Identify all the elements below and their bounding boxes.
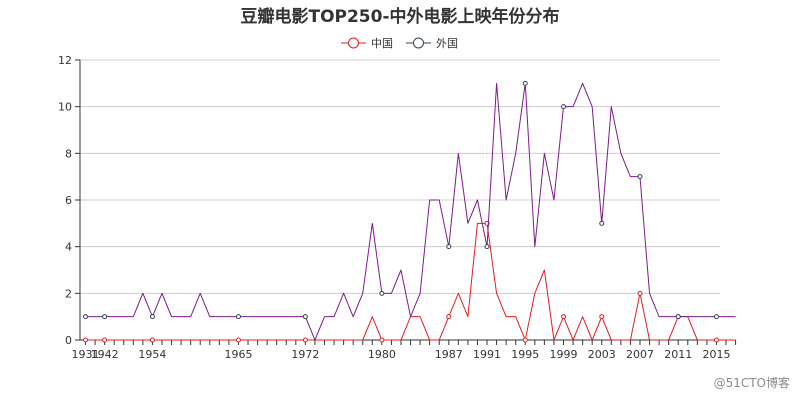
data-point-china bbox=[149, 337, 155, 343]
data-point-china bbox=[522, 337, 528, 343]
y-tick-label: 12 bbox=[58, 54, 72, 67]
x-tick-label: 2007 bbox=[626, 348, 654, 361]
data-point-foreign bbox=[522, 80, 528, 86]
data-point-china bbox=[83, 337, 88, 343]
x-tick-label: 1995 bbox=[511, 348, 539, 361]
y-gridlines bbox=[80, 59, 720, 294]
x-tick-label: 2015 bbox=[702, 348, 730, 361]
data-point-foreign bbox=[379, 290, 385, 296]
data-point-china bbox=[235, 337, 241, 343]
x-tick-label: 1987 bbox=[435, 348, 463, 361]
series-line-foreign bbox=[85, 82, 736, 341]
legend-marker-foreign bbox=[413, 37, 424, 49]
data-point-foreign bbox=[149, 314, 155, 320]
x-tick-label: 1931 bbox=[72, 348, 100, 361]
data-point-china bbox=[446, 314, 452, 320]
data-point-china bbox=[302, 337, 308, 343]
data-point-foreign bbox=[446, 244, 452, 250]
legend[interactable]: 中国 外国 bbox=[341, 37, 458, 50]
series-line-china bbox=[85, 222, 736, 341]
x-tick-label: 2003 bbox=[588, 348, 616, 361]
x-tick-label: 1942 bbox=[91, 348, 119, 361]
data-point-china bbox=[637, 290, 643, 296]
x-tick-label: 1972 bbox=[291, 348, 319, 361]
legend-marker-china bbox=[348, 37, 359, 49]
data-point-foreign bbox=[83, 314, 88, 320]
data-point-china bbox=[379, 337, 385, 343]
legend-label-china: 中国 bbox=[371, 37, 393, 50]
data-point-foreign bbox=[102, 314, 108, 320]
data-point-china bbox=[599, 314, 605, 320]
legend-item-china[interactable]: 中国 bbox=[341, 37, 393, 50]
y-tick-label: 4 bbox=[65, 241, 72, 254]
y-tick-label: 10 bbox=[58, 101, 72, 114]
y-tick-label: 6 bbox=[65, 194, 72, 207]
x-tick-label: 1965 bbox=[224, 348, 252, 361]
y-tick-label: 0 bbox=[65, 334, 72, 347]
legend-item-foreign[interactable]: 外国 bbox=[406, 37, 458, 50]
data-point-china bbox=[561, 314, 566, 320]
data-point-foreign bbox=[484, 244, 490, 250]
x-tick-label: 1999 bbox=[550, 348, 578, 361]
x-tick-label: 1991 bbox=[473, 348, 501, 361]
y-tick-label: 2 bbox=[65, 287, 72, 300]
y-tick-label: 8 bbox=[65, 147, 72, 160]
data-point-foreign bbox=[561, 104, 566, 110]
y-axis: 0 2 4 6 8 10 12 bbox=[58, 54, 81, 347]
legend-label-foreign: 外国 bbox=[436, 37, 458, 50]
series-layer bbox=[83, 80, 736, 343]
data-point-foreign bbox=[637, 174, 643, 180]
data-point-foreign bbox=[713, 314, 719, 320]
x-tick-label: 1980 bbox=[368, 348, 396, 361]
data-point-foreign bbox=[302, 314, 308, 320]
data-point-foreign bbox=[599, 220, 605, 226]
data-point-foreign bbox=[675, 314, 681, 320]
data-point-china bbox=[102, 337, 108, 343]
chart-title: 豆瓣电影TOP250-中外电影上映年份分布 bbox=[240, 6, 559, 27]
data-point-foreign bbox=[235, 314, 241, 320]
watermark: @51CTO博客 bbox=[714, 375, 790, 390]
x-tick-label: 1954 bbox=[138, 348, 166, 361]
data-point-china bbox=[713, 337, 719, 343]
x-tick-label: 2011 bbox=[664, 348, 692, 361]
